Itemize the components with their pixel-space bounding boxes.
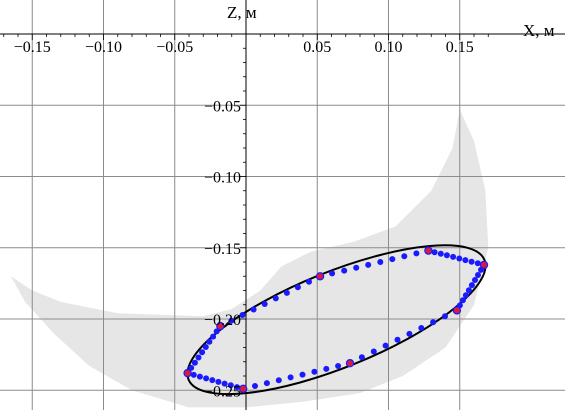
data-point xyxy=(221,380,228,387)
data-point xyxy=(450,253,457,260)
data-point xyxy=(437,250,444,257)
data-point xyxy=(199,349,206,356)
data-point xyxy=(413,250,420,257)
data-point xyxy=(213,328,220,335)
data-point xyxy=(443,252,450,259)
x-tick-label-0: −0.15 xyxy=(14,39,51,56)
data-point xyxy=(227,382,234,389)
data-point xyxy=(323,365,330,372)
data-point xyxy=(275,377,282,384)
region-shape xyxy=(10,109,489,408)
data-point xyxy=(358,354,365,361)
x-tick-label-5: 0.15 xyxy=(446,39,474,56)
data-point xyxy=(203,375,210,382)
data-point xyxy=(418,325,425,331)
data-point xyxy=(215,378,222,385)
data-point xyxy=(206,338,213,345)
data-point xyxy=(462,292,469,299)
x-axis-title: X, м xyxy=(523,21,555,40)
data-point xyxy=(188,364,195,371)
data-point xyxy=(299,371,306,378)
data-point xyxy=(263,380,270,387)
data-point xyxy=(202,344,209,350)
vertex-point-0 xyxy=(216,321,225,331)
x-tick-label-4: 0.10 xyxy=(375,39,403,56)
data-point xyxy=(465,287,472,294)
data-point xyxy=(442,313,448,320)
x-tick-label-2: −0.05 xyxy=(156,39,193,56)
vertex-point-3 xyxy=(479,260,489,270)
vertex-point-1 xyxy=(315,272,325,281)
data-point xyxy=(190,371,197,378)
data-point xyxy=(261,301,268,307)
data-point xyxy=(329,270,336,277)
vertex-point-2 xyxy=(424,246,433,255)
data-point xyxy=(389,256,396,263)
vertex-point-7 xyxy=(183,368,192,378)
y-tick-label-3: −0.20 xyxy=(204,312,241,329)
y-axis-title: Z, м xyxy=(227,3,257,22)
data-point xyxy=(335,363,342,369)
data-point xyxy=(228,317,235,324)
data-point xyxy=(468,282,475,289)
y-tick-label-2: −0.15 xyxy=(204,241,241,258)
data-point xyxy=(283,289,290,296)
data-point xyxy=(252,383,258,389)
x-tick-label-3: 0.05 xyxy=(303,39,331,56)
data-point xyxy=(365,261,372,268)
data-point xyxy=(272,295,279,302)
data-point xyxy=(306,278,312,285)
points-layer xyxy=(183,246,489,393)
data-point xyxy=(370,348,377,355)
data-point xyxy=(456,255,463,262)
data-point xyxy=(394,336,401,343)
data-point xyxy=(474,260,481,267)
data-point xyxy=(459,297,466,304)
data-point xyxy=(382,342,389,349)
data-point xyxy=(191,359,198,366)
data-point xyxy=(195,354,202,361)
data-point xyxy=(287,374,294,381)
x-tick-label-1: −0.10 xyxy=(85,39,122,56)
y-tick-label-1: −0.10 xyxy=(204,170,241,187)
data-point xyxy=(406,330,413,337)
vertex-point-5 xyxy=(345,359,355,368)
data-point xyxy=(472,277,478,283)
data-point xyxy=(431,249,438,256)
data-point xyxy=(311,368,318,375)
data-point xyxy=(401,253,408,260)
data-point xyxy=(239,312,246,318)
vertex-point-6 xyxy=(238,384,248,393)
tick-labels-layer: −0.15 −0.10 −0.05 0.05 0.10 0.15 −0.05 −0.10 −0.… xyxy=(14,39,474,400)
data-point xyxy=(210,333,217,340)
data-point xyxy=(341,267,348,274)
data-point xyxy=(234,384,240,391)
data-point xyxy=(462,257,469,264)
y-tick-label-4: −0.25 xyxy=(204,383,241,400)
data-point xyxy=(377,259,384,265)
data-point xyxy=(294,284,301,291)
data-point xyxy=(468,258,475,265)
data-point xyxy=(196,373,203,380)
data-point xyxy=(475,272,481,278)
region-layer xyxy=(10,109,489,408)
y-tick-label-0: −0.05 xyxy=(204,98,241,115)
data-point xyxy=(353,264,360,271)
data-point xyxy=(430,319,437,326)
data-point xyxy=(209,377,216,384)
vertex-point-4 xyxy=(452,306,462,315)
data-point xyxy=(250,306,257,313)
